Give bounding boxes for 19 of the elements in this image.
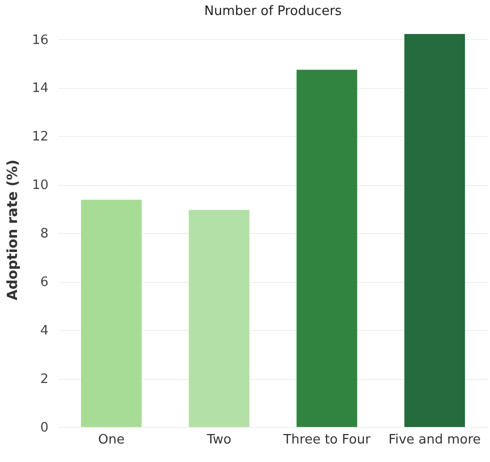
y-tick-label: 2 — [40, 372, 48, 388]
bar — [81, 200, 142, 427]
y-tick-label: 8 — [40, 226, 48, 242]
bar — [296, 70, 358, 427]
chart-title: Number of Producers — [204, 4, 342, 19]
y-tick-label: 14 — [32, 81, 48, 96]
y-tick-label: 4 — [40, 324, 48, 339]
x-tick-label: Five and more — [388, 432, 481, 448]
y-tick-label: 6 — [40, 275, 48, 290]
bar — [404, 34, 465, 427]
x-tick-label: Three to Four — [282, 432, 372, 448]
y-axis-title: Adoption rate (%) — [4, 160, 21, 300]
bar — [188, 210, 250, 427]
y-tick-label: 0 — [40, 420, 48, 436]
y-tick-label: 10 — [32, 178, 48, 194]
x-tick-label: Two — [206, 432, 232, 448]
x-tick-label: One — [98, 432, 125, 448]
y-tick-label: 12 — [32, 130, 48, 145]
y-tick-label: 16 — [32, 32, 48, 48]
